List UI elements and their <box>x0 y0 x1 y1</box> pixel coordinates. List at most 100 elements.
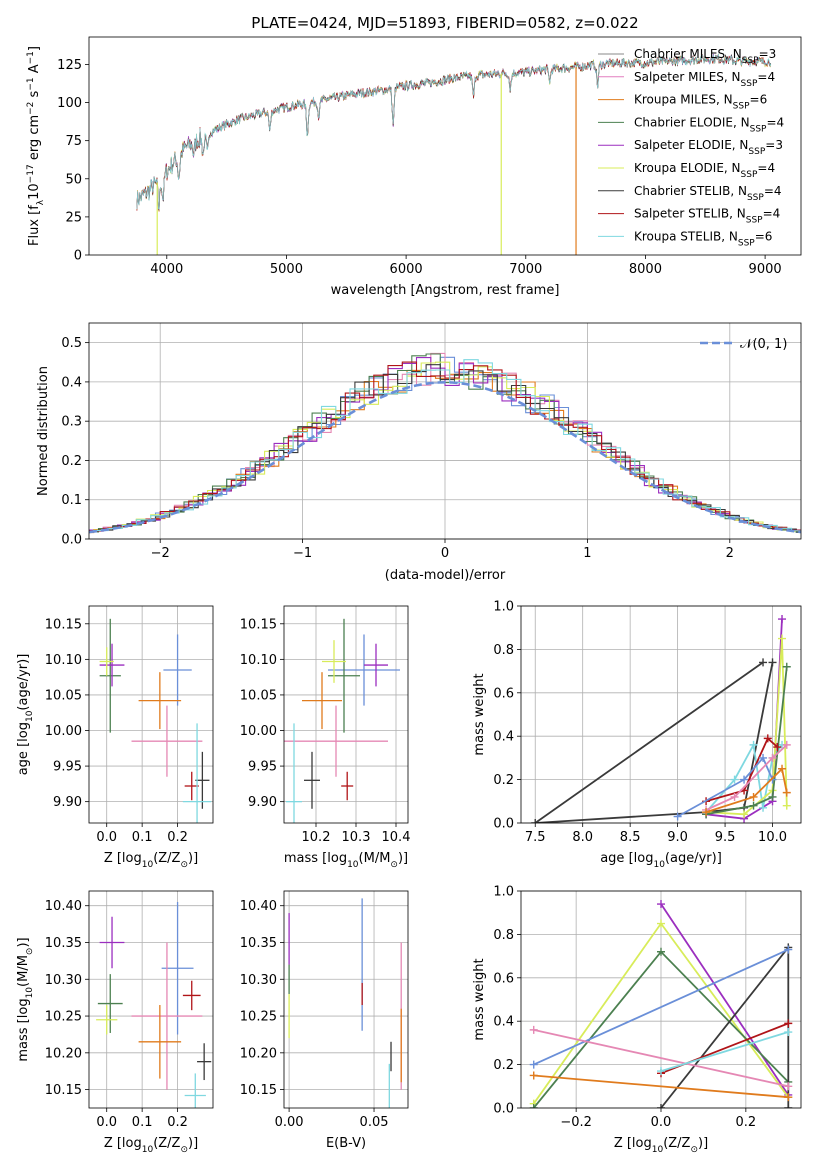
series-line-ks <box>660 1031 789 1072</box>
series-marker-ks <box>657 1067 665 1076</box>
histogram-panel: −2 −1 0 1 2 0.0 0.1 0.2 0.3 0.4 0.5 (data-model)/er… <box>36 322 802 583</box>
x-tick-label: 0.0 <box>96 830 117 845</box>
series-marker-blue <box>740 775 749 784</box>
series-marker-blue <box>529 1060 538 1069</box>
series-line-se <box>660 903 790 1096</box>
y-tick-label: 25 <box>65 210 82 225</box>
y-tick-label: 10.30 <box>45 973 82 988</box>
series-marker-ce <box>768 792 777 801</box>
plot-area <box>529 900 793 1108</box>
axes-frame <box>88 605 214 824</box>
series-marker-cs <box>657 1104 665 1108</box>
axes-frame <box>520 890 802 1109</box>
y-axis-label: Normed distribution <box>36 366 51 496</box>
x-tick-label: 6000 <box>390 262 423 277</box>
series-marker-ke <box>778 634 787 643</box>
legend-entry: 𝒩(0, 1) <box>740 337 787 352</box>
series-marker-km <box>778 764 787 773</box>
y-axis-label: mass weight <box>472 673 487 755</box>
series-line-km <box>533 1074 789 1099</box>
y-tick-label: 10.00 <box>240 724 277 739</box>
axes-frame <box>283 890 409 1109</box>
axes-frame <box>88 322 802 540</box>
chart-title: PLATE=0424, MJD=51893, FIBERID=0582, z=0… <box>251 14 638 32</box>
series-line-ke <box>706 638 788 816</box>
series-line-km <box>705 766 788 813</box>
y-tick-label: 0.2 <box>493 1058 514 1073</box>
x-tick-label: 8.5 <box>620 830 641 845</box>
series-marker-ce <box>657 947 665 956</box>
x-axis-label: Z [log10(Z/Z⊙)] <box>614 1136 708 1155</box>
plot-area <box>136 53 772 255</box>
weight-vs-Z-panel: −0.2 0.0 0.2 0.0 0.2 0.4 0.6 0.8 1.0 Z [log10(Z/Z… <box>472 885 802 1155</box>
x-tick-label: 4000 <box>150 262 183 277</box>
y-tick-label: 10.25 <box>45 1010 82 1025</box>
mass-vs-ebv-panel: 0.00 0.05 10.15 10.20 10.25 10.30 10.35 10.40 E(… <box>240 890 409 1151</box>
series-marker-blue <box>784 945 793 954</box>
x-tick-label: 5000 <box>270 262 303 277</box>
y-tick-label: 9.95 <box>53 760 82 775</box>
x-tick-label: 7.5 <box>525 830 546 845</box>
y-tick-label: 1.0 <box>493 600 514 615</box>
x-axis-label: mass [log10(M/M⊙)] <box>284 851 408 870</box>
y-tick-label: 10.15 <box>240 1083 277 1098</box>
y-tick-label: 9.90 <box>248 795 277 810</box>
series-marker-cs <box>759 658 768 667</box>
y-tick-label: 100 <box>57 96 82 111</box>
y-tick-label: 10.15 <box>45 617 82 632</box>
x-tick-label: 0.1 <box>132 1115 153 1130</box>
x-tick-label: 0.1 <box>132 830 153 845</box>
spectrum-line-ks <box>136 53 772 210</box>
x-tick-label: 0.2 <box>736 1115 757 1130</box>
x-tick-label: 10.3 <box>342 830 371 845</box>
x-tick-label: 0.05 <box>360 1115 389 1130</box>
y-tick-label: 0.1 <box>61 493 82 508</box>
y-tick-label: 10.20 <box>240 1046 277 1061</box>
x-tick-label: 7000 <box>509 262 542 277</box>
axes-frame <box>520 605 802 824</box>
x-axis-label: Z [log10(Z/Z⊙)] <box>104 851 198 870</box>
series-marker-ce <box>529 1104 538 1108</box>
x-tick-label: 9.5 <box>715 830 736 845</box>
plot-area <box>96 902 212 1108</box>
mass-vs-Z-panel: 0.0 0.1 0.2 10.15 10.20 10.25 10.30 10.35 10.40 Z… <box>16 890 214 1155</box>
series-marker-ks <box>759 803 768 812</box>
x-tick-label: 0.00 <box>275 1115 304 1130</box>
x-tick-label: 0.2 <box>167 830 188 845</box>
y-tick-label: 10.10 <box>240 653 277 668</box>
series-line-ce <box>705 666 788 816</box>
y-tick-label: 0.0 <box>61 533 82 548</box>
y-tick-label: 0.0 <box>493 1102 514 1117</box>
x-tick-label: 9000 <box>749 262 782 277</box>
y-tick-label: 0.6 <box>493 686 514 701</box>
x-tick-label: 0.2 <box>167 1115 188 1130</box>
x-tick-label: 1 <box>583 546 591 561</box>
series-marker-cs <box>784 1104 793 1108</box>
x-axis-label: wavelength [Angstrom, rest frame] <box>331 283 560 298</box>
age-vs-Z-panel: 0.0 0.1 0.2 9.90 9.95 10.00 10.05 10.10 10.15 Z [… <box>16 605 214 870</box>
plot-area <box>531 615 791 823</box>
series-marker-ss <box>763 734 772 743</box>
plot-area <box>284 618 400 823</box>
legend-entry: Chabrier ELODIE, NSSP=4 <box>634 115 784 134</box>
x-tick-label: 0.0 <box>96 1115 117 1130</box>
x-tick-label: −1 <box>293 546 312 561</box>
y-tick-label: 0.8 <box>493 928 514 943</box>
legend-entry: Kroupa STELIB, NSSP=6 <box>634 229 772 248</box>
y-tick-label: 1.0 <box>493 885 514 900</box>
series-marker-ss <box>784 1019 793 1028</box>
series-marker-pink <box>730 792 739 801</box>
x-tick-label: 0.0 <box>651 1115 672 1130</box>
legend-entry: Chabrier STELIB, NSSP=4 <box>634 184 782 203</box>
y-tick-label: 75 <box>65 134 82 149</box>
y-tick-label: 0.8 <box>493 643 514 658</box>
y-axis-label: age [log10(age/yr)] <box>16 654 35 776</box>
y-tick-label: 10.15 <box>45 1083 82 1098</box>
y-tick-label: 10.30 <box>240 973 277 988</box>
series-marker-km <box>529 1071 538 1080</box>
y-tick-label: 10.35 <box>45 936 82 951</box>
y-tick-label: 10.10 <box>45 653 82 668</box>
series-marker-km <box>702 808 711 817</box>
y-tick-label: 0.3 <box>61 415 82 430</box>
y-tick-label: 0.6 <box>493 971 514 986</box>
